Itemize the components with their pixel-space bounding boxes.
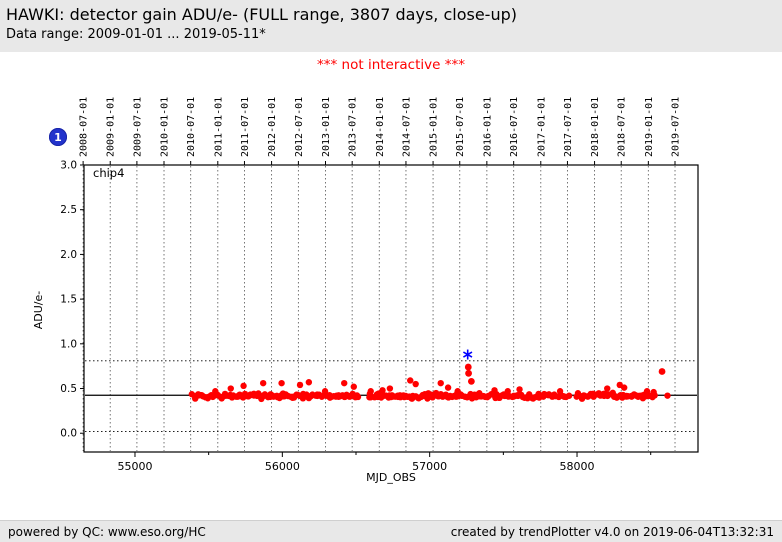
top-date-tick-label: 2011-01-01 <box>213 97 224 157</box>
top-date-tick-label: 2015-01-01 <box>429 97 440 157</box>
top-date-tick-label: 2012-07-01 <box>294 97 305 157</box>
data-point <box>367 388 374 395</box>
x-tick-label: 55000 <box>117 460 152 473</box>
y-tick-label: 3.0 <box>60 160 77 172</box>
page-title: HAWKI: detector gain ADU/e- (FULL range,… <box>6 5 517 24</box>
chart-dynamic-layer: 2008-07-01 2009-01-01 2009-07-01 2010-01-01… <box>60 97 699 473</box>
data-point <box>643 388 651 395</box>
x-tick-label: 56000 <box>265 460 300 473</box>
top-date-tick-label: 2009-01-01 <box>106 97 117 157</box>
y-tick-label: 0.0 <box>60 428 77 440</box>
top-date-tick-label: 2014-07-01 <box>401 97 412 157</box>
data-point <box>386 385 394 392</box>
top-date-tick-label: 2013-07-01 <box>348 97 359 157</box>
y-tick-label: 1.0 <box>60 338 77 350</box>
data-point <box>350 383 357 390</box>
data-point <box>259 379 267 387</box>
scatter-series-red <box>188 363 671 403</box>
x-axis: 55000 56000 57000 58000 <box>117 452 652 473</box>
top-date-tick-label: 2019-07-01 <box>671 97 682 157</box>
top-date-tick-label: 2015-07-01 <box>455 97 466 157</box>
top-date-tick-label: 2010-01-01 <box>160 97 171 157</box>
y-tick-label: 2.5 <box>60 204 77 216</box>
y-tick-label: 1.5 <box>60 294 77 306</box>
y-axis: 0.0 0.5 1.0 1.5 2.0 2.5 3.0 <box>60 160 84 440</box>
y-tick-label: 0.5 <box>60 383 77 395</box>
plot-frame <box>83 164 699 453</box>
not-interactive-notice: *** not interactive *** <box>317 57 465 73</box>
data-point <box>341 379 348 387</box>
data-point <box>467 377 475 385</box>
data-point <box>379 387 386 394</box>
x-tick-label: 57000 <box>412 460 447 473</box>
report-header: HAWKI: detector gain ADU/e- (FULL range,… <box>0 0 782 52</box>
data-point <box>620 384 628 391</box>
chip-annotation: chip4 <box>93 166 124 180</box>
top-date-axis: 2008-07-01 2009-01-01 2009-07-01 2010-01-01… <box>79 97 682 165</box>
footer-created-by: created by trendPlotter v4.0 on 2019-06-… <box>450 524 774 539</box>
top-date-tick-label: 2016-01-01 <box>482 97 493 157</box>
date-gridlines <box>82 166 676 451</box>
data-point <box>444 384 452 391</box>
data-point <box>604 385 611 392</box>
data-point <box>437 379 444 387</box>
top-date-tick-label: 2013-01-01 <box>321 97 332 157</box>
data-point <box>556 388 564 395</box>
report-footer: powered by QC: www.eso.org/HC created by… <box>0 520 782 542</box>
data-point <box>516 386 523 393</box>
data-point <box>321 388 329 395</box>
x-tick-label: 58000 <box>560 460 595 473</box>
top-date-tick-label: 2018-07-01 <box>617 97 628 157</box>
top-date-tick-label: 2017-01-01 <box>536 97 547 157</box>
top-date-tick-label: 2018-01-01 <box>590 97 601 157</box>
x-axis-title: MJD_OBS <box>366 471 416 484</box>
y-axis-title: ADU/e- <box>32 291 45 330</box>
top-date-tick-label: 2010-07-01 <box>186 97 197 157</box>
top-date-tick-label: 2019-01-01 <box>644 97 655 157</box>
dataset-badge[interactable]: 1 <box>49 128 67 146</box>
y-tick-label: 2.0 <box>60 249 77 261</box>
data-point <box>504 388 511 395</box>
flagged-asterisk-marker <box>462 349 473 360</box>
data-point <box>240 382 247 390</box>
data-range-subtitle: Data range: 2009-01-01 ... 2019-05-11* <box>6 26 266 42</box>
data-point <box>407 377 414 384</box>
data-point <box>465 369 472 377</box>
data-point <box>664 392 671 399</box>
top-date-tick-label: 2011-07-01 <box>240 97 251 157</box>
data-point <box>278 379 285 387</box>
data-point <box>227 385 234 392</box>
data-point <box>454 388 461 395</box>
data-point <box>565 392 573 399</box>
footer-powered-by: powered by QC: www.eso.org/HC <box>8 524 206 539</box>
data-point <box>491 387 498 394</box>
data-point <box>212 388 219 395</box>
data-point <box>464 363 472 371</box>
data-point <box>412 380 419 388</box>
data-point <box>296 381 304 389</box>
data-point <box>305 379 313 386</box>
data-point <box>354 393 362 401</box>
top-date-tick-label: 2016-07-01 <box>509 97 520 157</box>
top-date-tick-label: 2009-07-01 <box>132 97 143 157</box>
data-point <box>658 368 666 375</box>
top-date-tick-label: 2017-07-01 <box>563 97 574 157</box>
top-date-tick-label: 2008-07-01 <box>79 97 90 157</box>
top-date-tick-label: 2012-01-01 <box>267 97 278 157</box>
top-date-tick-label: 2014-01-01 <box>375 97 386 157</box>
data-point <box>650 388 657 396</box>
